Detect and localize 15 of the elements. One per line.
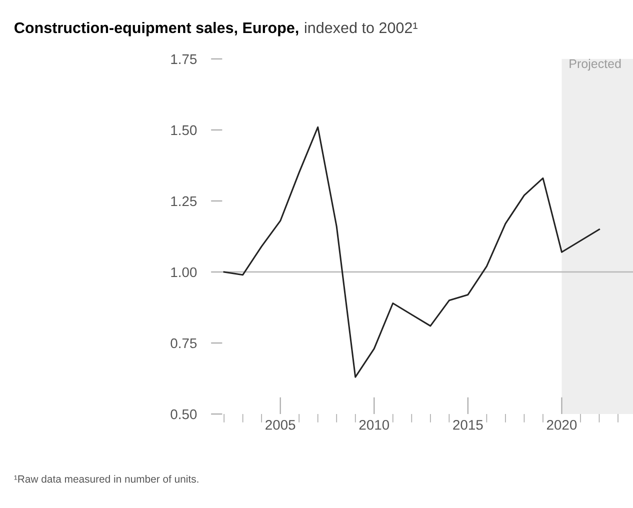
y-tick-label: 0.75 bbox=[170, 338, 197, 348]
chart-title: Construction-equipment sales, Europe, bbox=[14, 22, 298, 36]
x-tick-label: 2005 bbox=[266, 420, 296, 430]
x-tick-label: 2015 bbox=[453, 420, 483, 430]
y-tick-label: 0.50 bbox=[170, 409, 197, 420]
x-tick-label: 2020 bbox=[546, 420, 577, 430]
text: ¹Raw data measured in number of units. bbox=[14, 475, 198, 483]
line-series bbox=[223, 126, 600, 378]
y-tick-label: 1.75 bbox=[171, 54, 197, 64]
band-label: Projected bbox=[570, 58, 621, 71]
x-tick-label: 2010 bbox=[359, 420, 390, 430]
y-tick-label: 1.25 bbox=[171, 196, 197, 206]
y-tick-label: 1.50 bbox=[171, 125, 197, 136]
chart-subtitle: indexed to 2002¹ bbox=[304, 22, 418, 34]
y-tick-label: 1.00 bbox=[171, 267, 197, 278]
